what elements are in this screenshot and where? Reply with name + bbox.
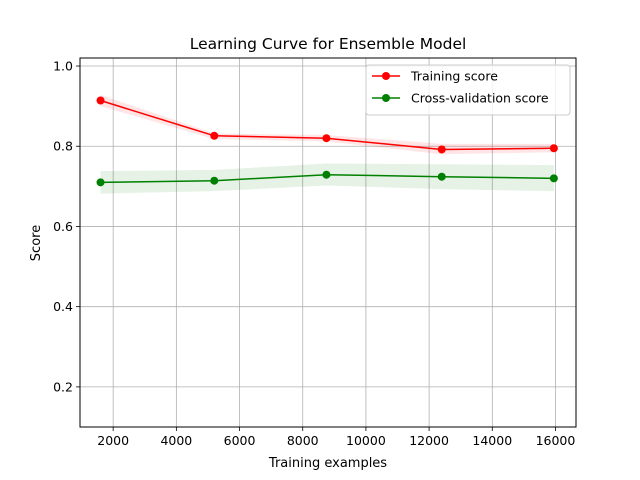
cross-validation-score-point [437, 172, 446, 181]
legend-marker-cross-validation [382, 94, 390, 102]
training-score-point [210, 131, 219, 140]
y-tick-label: 0.8 [53, 139, 73, 154]
y-axis-ticks: 0.2 0.4 0.6 0.8 1.0 [53, 59, 80, 394]
x-tick-label: 4000 [160, 433, 192, 448]
cross-validation-score-point [322, 170, 331, 179]
training-score-point [96, 96, 105, 105]
y-tick-label: 0.2 [53, 379, 73, 394]
training-score-point [322, 134, 331, 143]
legend-label-cross-validation: Cross-validation score [411, 91, 549, 106]
legend-marker-training [382, 72, 390, 80]
training-score-point [549, 144, 558, 153]
y-tick-label: 1.0 [53, 59, 73, 74]
x-tick-label: 14000 [472, 433, 512, 448]
x-tick-label: 8000 [287, 433, 319, 448]
legend-label-training: Training score [410, 69, 498, 84]
cross-validation-score-point [210, 176, 219, 185]
x-tick-label: 12000 [409, 433, 449, 448]
x-tick-label: 10000 [346, 433, 386, 448]
y-tick-label: 0.4 [53, 299, 73, 314]
cross-validation-score-point [96, 178, 105, 187]
x-tick-label: 16000 [536, 433, 576, 448]
legend: Training score Cross-validation score [365, 64, 571, 116]
x-tick-label: 6000 [224, 433, 256, 448]
x-axis-label: Training examples [268, 456, 387, 471]
x-tick-label: 2000 [97, 433, 129, 448]
chart-title: Learning Curve for Ensemble Model [190, 35, 467, 53]
plot-frame [79, 57, 577, 428]
series-points [96, 96, 558, 187]
x-axis-ticks: 2000 4000 6000 8000 10000 12000 14000 16000 [97, 427, 575, 448]
y-tick-label: 0.6 [53, 219, 73, 234]
cross-validation-score-point [549, 174, 558, 183]
training-score-point [437, 145, 446, 154]
legend-box [365, 64, 571, 116]
y-axis-label: Score [29, 225, 44, 261]
